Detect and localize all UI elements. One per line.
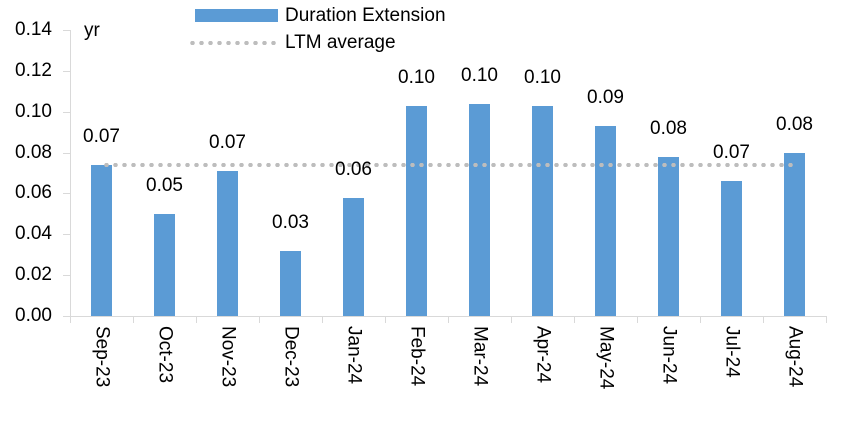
y-tick-mark — [63, 111, 70, 113]
y-tick-mark — [63, 152, 70, 154]
bar — [784, 152, 805, 316]
y-tick-label: 0.02 — [15, 264, 52, 286]
bar — [595, 126, 616, 316]
bar — [406, 105, 427, 316]
bar-value-label: 0.07 — [209, 131, 246, 153]
bar — [280, 250, 301, 316]
x-tick-mark — [511, 316, 512, 323]
legend-bar-swatch-icon — [195, 9, 278, 22]
x-axis-label: Feb-24 — [406, 326, 428, 387]
y-tick-label: 0.08 — [15, 141, 52, 163]
legend-dotted-line-swatch-icon — [188, 41, 276, 45]
y-tick-label: 0.10 — [15, 100, 52, 122]
bar-value-label: 0.03 — [272, 211, 309, 233]
bar-value-label: 0.06 — [335, 158, 372, 180]
bar-value-label: 0.08 — [776, 113, 813, 135]
bar — [469, 103, 490, 316]
bar-value-label: 0.08 — [650, 117, 687, 139]
x-tick-mark — [763, 316, 764, 323]
x-tick-mark — [385, 316, 386, 323]
x-tick-mark — [133, 316, 134, 323]
y-tick-label: 0.14 — [15, 19, 52, 40]
x-axis-label: Mar-24 — [469, 326, 491, 387]
bar — [217, 170, 238, 316]
legend-label-ltm-average: LTM average — [285, 32, 396, 53]
y-tick-label: 0.00 — [15, 305, 52, 326]
y-tick-label: 0.04 — [15, 223, 52, 245]
y-tick-mark — [63, 234, 70, 236]
y-axis-line — [70, 30, 71, 316]
y-tick-mark — [63, 70, 70, 72]
x-tick-mark — [637, 316, 638, 323]
bar-value-label: 0.07 — [713, 142, 750, 164]
bar-value-label: 0.07 — [83, 125, 120, 147]
bar — [658, 156, 679, 316]
bar — [343, 197, 364, 316]
x-axis-label: Dec-23 — [280, 326, 302, 388]
y-axis-unit-label: yr — [84, 20, 100, 41]
x-tick-mark — [448, 316, 449, 323]
legend-label-duration-extension: Duration Extension — [285, 5, 446, 26]
x-axis-label: Apr-24 — [532, 326, 554, 384]
x-axis-label: Sep-23 — [91, 326, 113, 388]
bar — [721, 181, 742, 316]
y-tick-mark — [63, 275, 70, 277]
y-tick-mark — [63, 316, 70, 317]
x-axis-label: Nov-23 — [217, 326, 239, 388]
bar — [154, 213, 175, 316]
bar — [91, 164, 112, 316]
x-axis-label: Oct-23 — [154, 326, 176, 384]
bar-value-label: 0.10 — [524, 66, 561, 88]
x-tick-mark — [826, 316, 827, 323]
bar-value-label: 0.10 — [461, 64, 498, 86]
y-tick-label: 0.06 — [15, 182, 52, 204]
x-axis-label: Jun-24 — [658, 326, 680, 385]
y-tick-mark — [63, 193, 70, 195]
x-tick-mark — [700, 316, 701, 323]
y-tick-mark — [63, 30, 70, 31]
x-axis-label: Aug-24 — [784, 326, 806, 388]
x-tick-mark — [259, 316, 260, 323]
bar-value-label: 0.10 — [398, 66, 435, 88]
bar-value-label: 0.09 — [587, 87, 624, 108]
x-tick-mark — [322, 316, 323, 323]
bar — [532, 105, 553, 316]
ltm-average-line — [101, 162, 795, 167]
y-tick-label: 0.12 — [15, 59, 52, 81]
x-axis-label: Jul-24 — [721, 326, 743, 378]
x-tick-mark — [196, 316, 197, 323]
x-tick-mark — [574, 316, 575, 323]
x-axis-label: May-24 — [595, 326, 617, 390]
x-tick-mark — [70, 316, 71, 323]
x-axis-label: Jan-24 — [343, 326, 365, 385]
bar-value-label: 0.05 — [146, 174, 183, 196]
